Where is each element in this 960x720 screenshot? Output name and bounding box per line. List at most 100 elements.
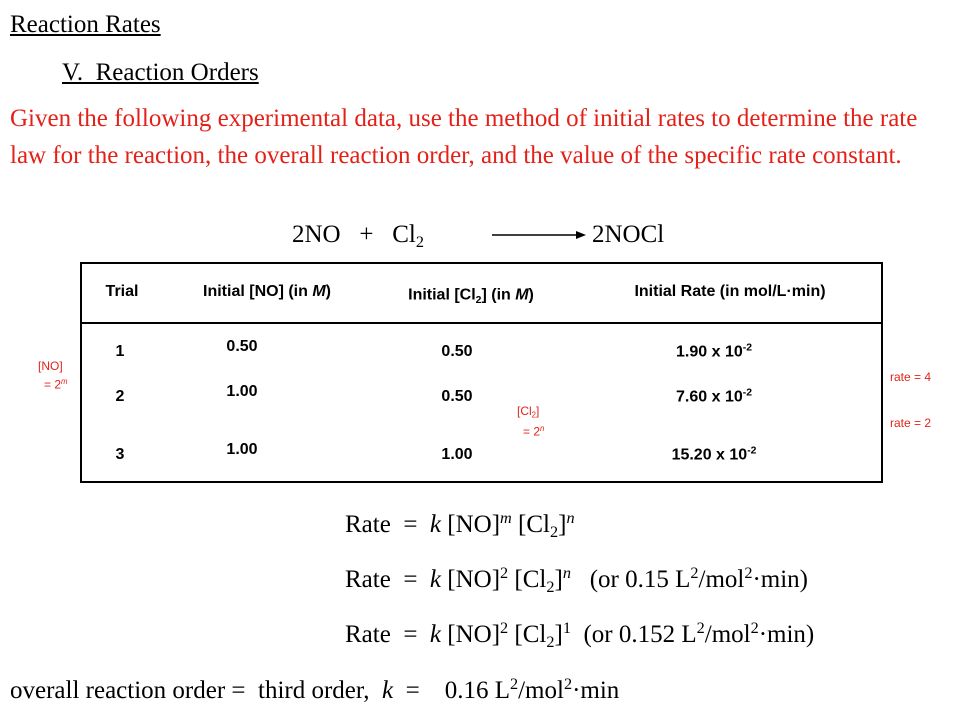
text-run: m (500, 509, 512, 527)
text-run: ·min (572, 676, 620, 704)
table-cell: 3 (116, 447, 125, 463)
text-run: 2 (475, 294, 482, 306)
text-run: rate = 4 (890, 370, 932, 384)
product: 2NOCl (592, 222, 664, 247)
text-run: overall reaction order = third order, (10, 676, 382, 704)
text-run: 2 (690, 564, 699, 582)
note-line: = 2m (38, 377, 68, 392)
reaction-arrow (492, 231, 586, 239)
text-run: 2 (115, 388, 125, 405)
header-rule (80, 322, 883, 324)
rate-ratio-note: rate = 4 (890, 371, 931, 383)
text-run: ] (554, 565, 563, 593)
column-header: Initial Rate (in mol/L·min) (634, 284, 825, 300)
text-run: 15.20 x 10 (671, 446, 748, 464)
table-cell: 2 (116, 389, 125, 405)
text-run: /mol (518, 676, 564, 704)
column-header: Initial [NO] (in M) (203, 284, 331, 300)
rate-law: Rate = k [NO]m [Cl2]n (345, 510, 575, 540)
text-run: n (562, 564, 571, 582)
text-run: m (61, 377, 68, 386)
text-run: k (429, 565, 442, 593)
text-run: ] (554, 620, 563, 648)
text-run: -2 (742, 342, 752, 354)
title: Reaction Rates (10, 11, 161, 38)
text-run: 1.00 (226, 441, 258, 458)
text-run: 2 (531, 410, 537, 420)
table-cell: 1.90 x 10-2 (676, 342, 752, 361)
text-run: = 2 (523, 424, 541, 439)
text-run: 1 (115, 343, 125, 360)
column-header: Trial (106, 284, 139, 300)
text-run: /mol (704, 620, 751, 648)
text-run: Trial (105, 283, 139, 300)
text-run: 2 (509, 675, 519, 693)
table-cell: 1.00 (226, 384, 257, 400)
text-run: Rate = (345, 620, 430, 648)
text-run: Rate = (345, 565, 430, 593)
reactants: 2NO + Cl2 (292, 222, 424, 250)
text-run: 2 (563, 675, 573, 693)
table-cell: 0.50 (226, 339, 257, 355)
rate-law: Rate = k [NO]2 [Cl2]n (or 0.15 L2/mol2·m… (345, 565, 808, 595)
table-cell: 0.50 (441, 389, 472, 405)
data-table (80, 262, 883, 483)
text-run: k (381, 676, 394, 704)
text-run: 2 (744, 564, 753, 582)
table-cell: 15.20 x 10-2 (671, 445, 757, 464)
table-cell: 1.00 (441, 447, 472, 463)
text-run: ] (536, 404, 540, 418)
text-run: n (540, 424, 545, 434)
text-run: [Cl (517, 404, 532, 418)
text-run: rate = 2 (890, 416, 932, 430)
text-run: Initial [NO] (in (203, 283, 313, 300)
text-run: M (515, 286, 529, 304)
text-run: 2 (415, 232, 424, 251)
text-run: 2 (500, 619, 509, 637)
table-cell: 1.00 (226, 442, 257, 458)
text-run: k (429, 510, 442, 538)
text-run: [NO] (441, 510, 501, 538)
text-run: Rate = (345, 510, 430, 538)
text-run: ) (325, 283, 331, 300)
text-run: 0.50 (226, 338, 258, 355)
text-run: -2 (742, 387, 752, 399)
text-run: M (312, 283, 326, 300)
text-run: Initial [Cl (408, 286, 476, 304)
text-run: 2 (550, 522, 559, 541)
text-run: 2 (696, 619, 705, 637)
text-run: [Cl (511, 510, 550, 538)
text-run: 2 (750, 619, 759, 637)
text-run: -2 (747, 445, 757, 457)
text-run: [Cl (508, 620, 547, 648)
text-run: 2NO + Cl (292, 221, 416, 248)
text-run: ·min) (758, 620, 815, 648)
column-header: Initial [Cl2] (in M) (408, 286, 534, 307)
text-run: 1.00 (226, 383, 258, 400)
text-run: [NO] (38, 359, 63, 373)
note-line: [Cl2] (517, 405, 544, 419)
text-run: ·min) (752, 565, 809, 593)
text-run: n (566, 509, 575, 527)
text-run: 2 (546, 632, 555, 651)
text-run: (or 0.15 L (570, 565, 691, 593)
text-run: ) (528, 286, 534, 304)
table-cell: 0.50 (441, 344, 472, 360)
text-run: ] (in (481, 286, 516, 304)
section-heading: V. Reaction Orders (62, 59, 259, 86)
text-run: ] (558, 510, 567, 538)
table-cell: 1 (116, 344, 125, 360)
conclusion: overall reaction order = third order, k … (10, 676, 619, 703)
text-run: 0.50 (441, 388, 473, 405)
text-run: (or 0.152 L (570, 620, 697, 648)
text-run: = 2 (44, 377, 62, 392)
rate-ratio-note: rate = 2 (890, 417, 931, 429)
no-ratio-note: [NO] = 2m (38, 360, 68, 396)
text-run: [NO] (441, 620, 501, 648)
prompt: Given the following experimental data, u… (10, 105, 918, 169)
text-run: 1.00 (441, 446, 473, 463)
text-run: [Cl (508, 565, 547, 593)
text-run: 1 (562, 619, 571, 637)
text-run: 0.50 (441, 343, 473, 360)
